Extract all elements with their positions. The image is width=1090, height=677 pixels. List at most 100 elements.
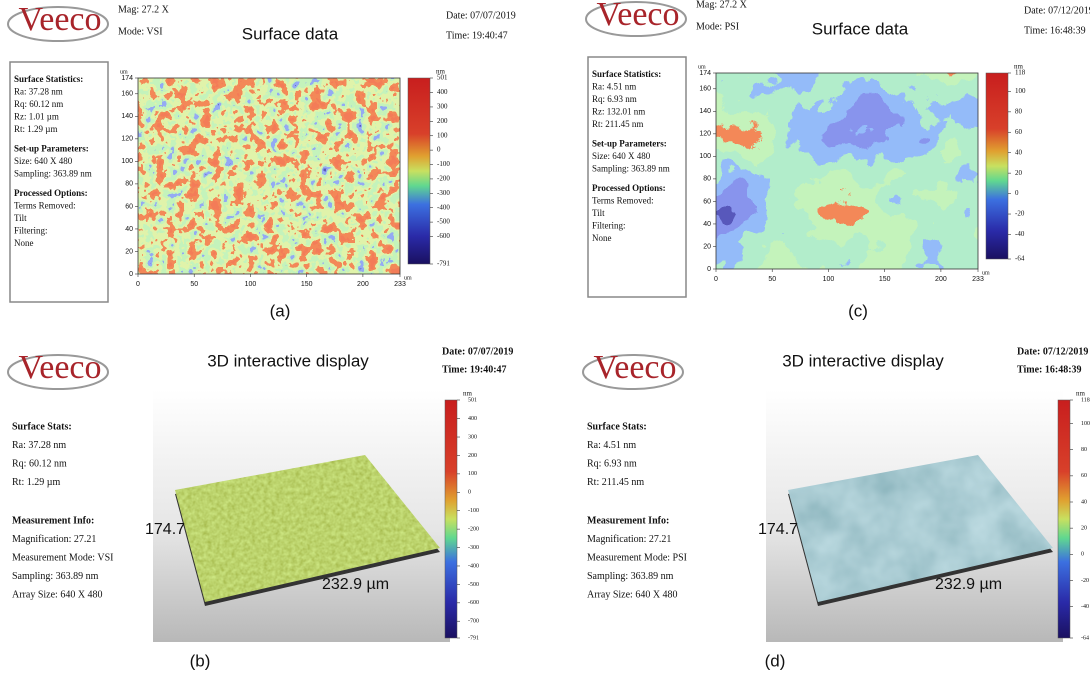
colorbar-tick-label: -700 [468,619,479,625]
colorbar-tick-label: 100 [437,131,448,139]
colorbar [986,73,1008,259]
colorbar-tick-label: 118 [1015,69,1026,77]
stat-line: Ra: 37.28 nm [14,87,63,97]
colorbar-tick-label: -300 [468,545,479,551]
stat-line: Sampling: 363.89 nm [592,164,670,174]
y-tick-label: 100 [699,153,711,160]
colorbar-tick-label: 0 [437,146,441,154]
stat-line: Terms Removed: [592,196,654,206]
colorbar-tick-label: -20 [1081,578,1089,584]
stat-line: Sampling: 363.89 nm [14,169,92,179]
stats-box [588,57,686,297]
colorbar-tick-label: 20 [1015,169,1023,177]
stat-line: Array Size: 640 X 480 [587,589,678,600]
magnification: Mag: 27.2 X [118,4,170,15]
height-map [138,78,400,274]
stat-line: Measurement Mode: VSI [12,552,113,563]
stat-line: Sampling: 363.89 nm [587,571,674,582]
logo: Veeco [593,349,676,386]
y-tick-label: 120 [699,131,711,138]
colorbar-tick-label: 80 [1081,447,1087,453]
colorbar-tick-label: 501 [468,397,477,403]
y-tick-label: 80 [703,176,711,183]
x-tick-label: 100 [245,281,257,288]
magnification: Mag: 27.2 X [696,0,748,10]
x-tick-label: 0 [136,281,140,288]
y-tick-label: 100 [121,158,133,165]
colorbar-tick-label: 40 [1015,148,1023,156]
y-tick-label: 80 [125,181,133,188]
stat-line: None [592,233,612,243]
y-tick-label: 140 [699,108,711,115]
stat-line: Magnification: 27.21 [12,534,96,545]
y-tick-label: 40 [703,221,711,228]
colorbar-tick-label: -600 [468,600,479,606]
stat-line: Magnification: 27.21 [587,534,671,545]
stat-line: Tilt [592,208,605,218]
colorbar-tick-label: -40 [1015,230,1025,238]
stat-line: Filtering: [592,221,626,231]
colorbar-tick-label: 200 [468,453,477,459]
stat-line: Rt: 1.29 µm [12,477,60,488]
stat-line: Size: 640 X 480 [14,156,73,166]
logo: Veeco [596,0,679,33]
mode: Mode: VSI [118,26,163,37]
stat-line: Ra: 4.51 nm [592,82,636,92]
colorbar-tick-label: 0 [1015,189,1019,197]
logo: Veeco [18,349,101,386]
colorbar-tick-label: -200 [468,527,479,533]
colorbar-tick-label: -200 [437,175,450,183]
stat-line: Size: 640 X 480 [592,151,651,161]
section-heading: Measurement Info: [12,515,94,526]
colorbar-tick-label: 200 [437,117,448,125]
x-tick-label: 0 [714,276,718,283]
y-tick-label: 140 [121,113,133,120]
colorbar-tick-label: 100 [468,471,477,477]
colorbar-tick-label: -100 [437,160,450,168]
colorbar [408,78,430,264]
figure: Veeco Mag: 27.2 X Mode: VSI Surface data Dat… [0,0,1090,677]
date: Date: 07/12/2019 [1017,346,1088,357]
x-tick-label: 50 [190,281,198,288]
caption: (a) [270,301,291,320]
y-tick-label: 60 [703,198,711,205]
colorbar-tick-label: -600 [437,232,450,240]
y-tick-label: 60 [125,203,133,210]
colorbar-tick-label: 501 [437,74,448,82]
y-tick-label: 174 [699,70,711,77]
stat-line: Rq: 6.93 nm [592,94,637,104]
y-tick-label: 20 [125,248,133,255]
stat-line: Terms Removed: [14,201,76,211]
panel-title: Surface data [242,24,339,43]
stat-line: Rq: 60.12 nm [14,99,63,109]
mode: Mode: PSI [696,21,739,32]
stat-line: Sampling: 363.89 nm [12,571,99,582]
dimension-x: 232.9 µm [322,576,389,593]
date: Date: 07/12/2019 [1024,5,1090,16]
colorbar-tick-label: -20 [1015,210,1025,218]
stat-line: Rt: 1.29 µm [14,124,57,134]
panel-title: 3D interactive display [782,351,944,370]
colorbar-tick-label: 20 [1081,526,1087,532]
colorbar-tick-label: -100 [468,508,479,514]
section-heading: Surface Stats: [12,421,72,432]
y-tick-label: 40 [125,226,133,233]
x-tick-label: 100 [823,276,835,283]
dimension-y: 174.7 [758,521,798,538]
caption: (d) [765,651,786,670]
dimension-y: 174.7 [145,521,185,538]
date: Date: 07/07/2019 [442,346,513,357]
section-heading: Processed Options: [14,188,88,198]
time: Time: 16:48:39 [1024,25,1086,36]
colorbar-tick-label: 300 [437,103,448,111]
colorbar-tick-label: -500 [468,582,479,588]
stat-line: Ra: 37.28 nm [12,440,66,451]
colorbar-tick-label: -64 [1015,255,1025,263]
x-tick-label: 150 [879,276,891,283]
stat-line: Array Size: 640 X 480 [12,589,103,600]
x-tick-label: 200 [357,281,369,288]
colorbar-tick-label: 0 [468,490,471,496]
y-tick-label: 0 [129,271,133,278]
y-tick-label: 0 [707,266,711,273]
colorbar-tick-label: 60 [1081,473,1087,479]
